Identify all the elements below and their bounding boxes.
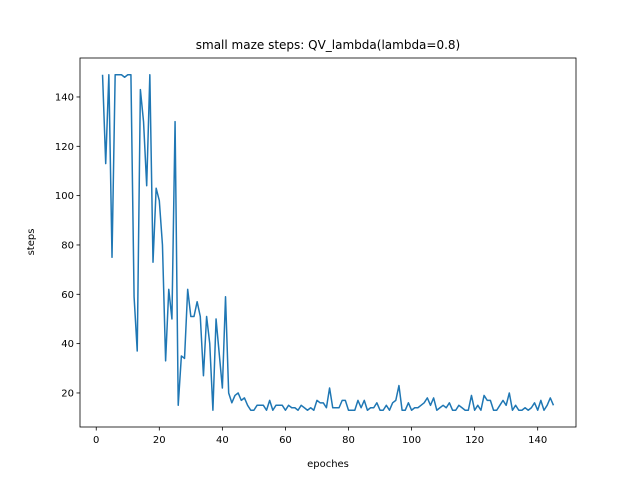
chart-title: small maze steps: QV_lambda(lambda=0.8) (196, 38, 460, 52)
x-axis-label: epoches (307, 459, 349, 470)
plot-frame (79, 57, 577, 428)
x-tick-label: 40 (216, 435, 229, 446)
x-tick-label: 120 (465, 435, 484, 446)
y-tick-label: 60 (61, 290, 74, 301)
y-tick-label: 80 (61, 240, 74, 251)
y-tick-label: 140 (55, 92, 74, 103)
x-tick-label: 100 (402, 435, 421, 446)
y-tick-label: 120 (55, 142, 74, 153)
data-line (101, 74, 555, 411)
y-axis-label: steps (26, 229, 37, 256)
x-tick-label: 0 (93, 435, 99, 446)
x-tick-label: 60 (279, 435, 292, 446)
y-tick-label: 20 (61, 388, 74, 399)
y-tick-label: 100 (55, 191, 74, 202)
x-tick-label: 20 (153, 435, 166, 446)
x-tick-label: 140 (528, 435, 547, 446)
x-tick-label: 80 (342, 435, 355, 446)
y-tick-label: 40 (61, 339, 74, 350)
